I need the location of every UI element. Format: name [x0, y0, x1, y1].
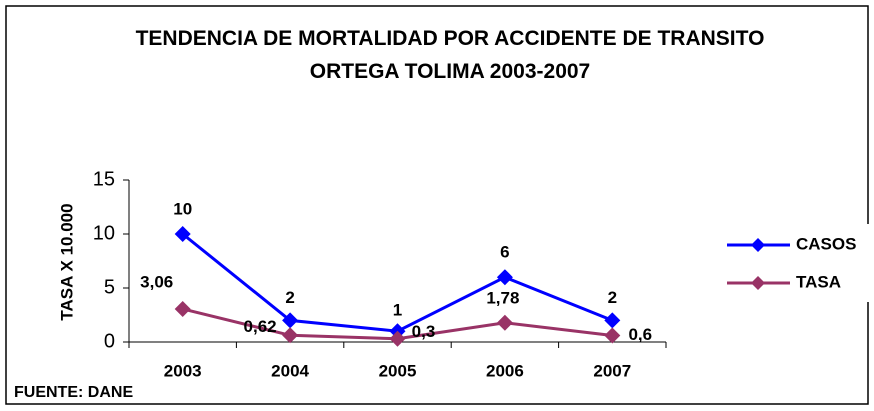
- data-label: 1: [393, 301, 402, 320]
- point-marker: [496, 314, 513, 331]
- y-tick-label: 5: [104, 276, 115, 298]
- point-marker: [389, 330, 406, 347]
- legend-box: [718, 224, 870, 302]
- point-marker: [174, 226, 191, 242]
- data-label: 6: [500, 243, 509, 262]
- legend-marker: [751, 238, 765, 252]
- point-marker: [282, 312, 299, 329]
- data-label: 3,06: [140, 272, 173, 291]
- x-tick-label: 2003: [164, 361, 202, 380]
- data-label: 0,62: [244, 317, 277, 336]
- y-tick-label: 10: [93, 222, 115, 244]
- point-marker: [604, 312, 621, 329]
- x-tick-label: 2006: [486, 361, 524, 380]
- source-note: FUENTE: DANE: [14, 384, 133, 401]
- point-marker: [282, 327, 299, 344]
- data-label: 0,6: [628, 325, 652, 344]
- chart-title: TENDENCIA DE MORTALIDAD POR ACCIDENTE DE…: [135, 27, 765, 50]
- point-marker: [604, 327, 621, 344]
- data-label: 2: [285, 288, 294, 307]
- x-tick-label: 2005: [379, 361, 417, 380]
- legend-label: TASA: [796, 272, 841, 291]
- x-tick-label: 2004: [271, 361, 309, 380]
- y-tick-label: 0: [104, 330, 115, 352]
- chart-title-block: TENDENCIA DE MORTALIDAD POR ACCIDENTE DE…: [120, 22, 780, 88]
- chart-border: [5, 5, 869, 405]
- legend-label: CASOS: [796, 234, 856, 253]
- point-marker: [174, 300, 191, 317]
- chart-subtitle: ORTEGA TOLIMA 2003-2007: [309, 60, 591, 83]
- y-axis-label: TASA X 10.000: [57, 203, 76, 320]
- legend-marker: [751, 276, 765, 290]
- data-label: 2: [608, 288, 617, 307]
- data-label: 1,78: [486, 288, 519, 307]
- data-label: 0,3: [412, 322, 436, 341]
- data-label: 10: [173, 199, 192, 218]
- point-marker: [496, 269, 513, 286]
- y-tick-label: 15: [93, 168, 115, 190]
- x-tick-label: 2007: [593, 361, 631, 380]
